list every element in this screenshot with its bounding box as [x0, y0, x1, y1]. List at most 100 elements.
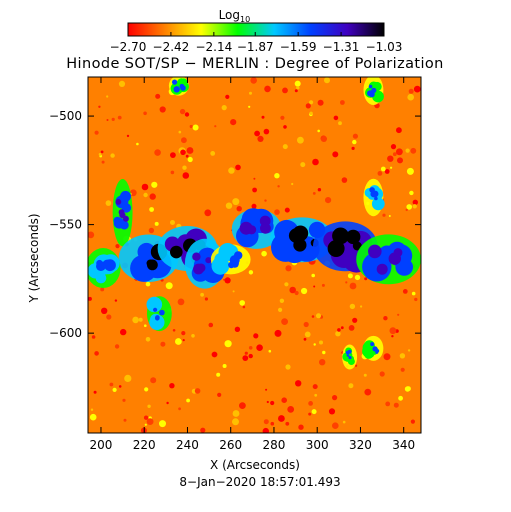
speckle — [211, 351, 218, 358]
speckle — [390, 166, 393, 169]
y-tick-label: −600 — [49, 326, 82, 340]
speckle — [348, 383, 354, 389]
speckle — [295, 380, 302, 387]
speckle — [177, 298, 185, 306]
speckle — [320, 135, 327, 142]
speckle — [284, 207, 290, 213]
speckle — [303, 337, 307, 341]
speckle — [333, 115, 339, 121]
speckle — [227, 279, 230, 283]
speckle — [239, 402, 246, 409]
speckle — [319, 359, 326, 366]
speckle — [387, 155, 394, 162]
speckle — [151, 181, 158, 188]
speckle — [149, 207, 155, 212]
speckle — [268, 349, 272, 353]
speckle — [410, 419, 415, 424]
speckle — [244, 351, 248, 355]
speckle — [109, 382, 114, 387]
speckle — [169, 383, 175, 389]
polarized-region-core — [347, 349, 352, 354]
speckle — [291, 182, 294, 186]
speckle — [325, 197, 332, 204]
colorbar-tick-label: −1.31 — [323, 40, 360, 54]
speckle — [411, 291, 416, 296]
speckle — [129, 189, 137, 197]
speckle — [115, 244, 120, 249]
speckle — [405, 148, 410, 153]
speckle — [287, 406, 295, 413]
polarized-region-core — [260, 222, 271, 234]
speckle — [390, 144, 397, 150]
polarized-region-blob — [146, 296, 163, 313]
speckle — [278, 415, 285, 422]
speckle — [187, 156, 193, 163]
speckle — [242, 355, 249, 361]
polarized-region-blob — [121, 203, 132, 213]
polarized-region-blob — [149, 314, 165, 330]
speckle — [141, 183, 149, 191]
speckle — [124, 374, 132, 382]
colorbar: Log 10 −2.70 −2.42 −2.14 −1.87 −1.59 −1.31 −1.… — [110, 8, 403, 54]
speckle — [154, 221, 159, 226]
polarized-region-core — [346, 229, 361, 245]
speckle — [308, 401, 313, 406]
speckle — [285, 364, 291, 370]
speckle — [321, 283, 325, 287]
speckle — [234, 326, 241, 332]
speckle — [404, 386, 411, 392]
speckle — [150, 377, 157, 384]
polarized-region-core — [376, 349, 380, 353]
speckle — [249, 91, 252, 95]
speckle — [101, 160, 105, 164]
speckle — [349, 282, 357, 290]
speckle — [230, 119, 237, 126]
speckle — [312, 192, 316, 195]
speckle — [337, 328, 341, 332]
speckle — [354, 274, 361, 281]
speckle — [155, 93, 161, 99]
speckle — [170, 170, 175, 175]
x-tick-label: 300 — [306, 438, 329, 452]
speckle — [360, 305, 363, 308]
colorbar-tick-label: −2.42 — [153, 40, 190, 54]
speckle — [182, 165, 187, 170]
speckle — [100, 287, 105, 292]
speckle — [126, 134, 130, 138]
speckle — [351, 146, 355, 150]
speckle — [363, 373, 367, 377]
speckle — [160, 341, 166, 347]
speckle — [289, 286, 297, 294]
speckle — [200, 292, 205, 297]
speckle — [118, 80, 126, 87]
speckle — [232, 410, 240, 417]
speckle — [179, 108, 186, 115]
y-axis-label: Y (Arcseconds) — [27, 213, 41, 303]
colorbar-label: Log — [219, 8, 240, 22]
speckle — [88, 231, 95, 239]
speckle — [236, 206, 242, 212]
speckle — [110, 153, 115, 158]
speckle — [340, 100, 345, 105]
polarized-region-core — [96, 261, 106, 271]
speckle — [279, 298, 285, 303]
speckle — [305, 103, 311, 109]
speckle — [136, 142, 139, 146]
speckle — [316, 313, 321, 319]
polarized-region-core — [159, 309, 165, 316]
speckle — [263, 419, 269, 425]
speckle — [200, 427, 206, 433]
speckle — [170, 152, 176, 159]
speckle — [94, 351, 99, 356]
speckle — [122, 398, 126, 402]
speckle — [338, 121, 342, 126]
speckle — [175, 338, 182, 345]
polarized-region-core — [192, 252, 201, 261]
speckle — [274, 173, 280, 179]
polarized-region-core — [370, 342, 375, 347]
speckle — [396, 127, 402, 134]
polarized-region-core — [348, 356, 352, 360]
speckle — [178, 407, 182, 411]
speckle — [262, 427, 269, 433]
